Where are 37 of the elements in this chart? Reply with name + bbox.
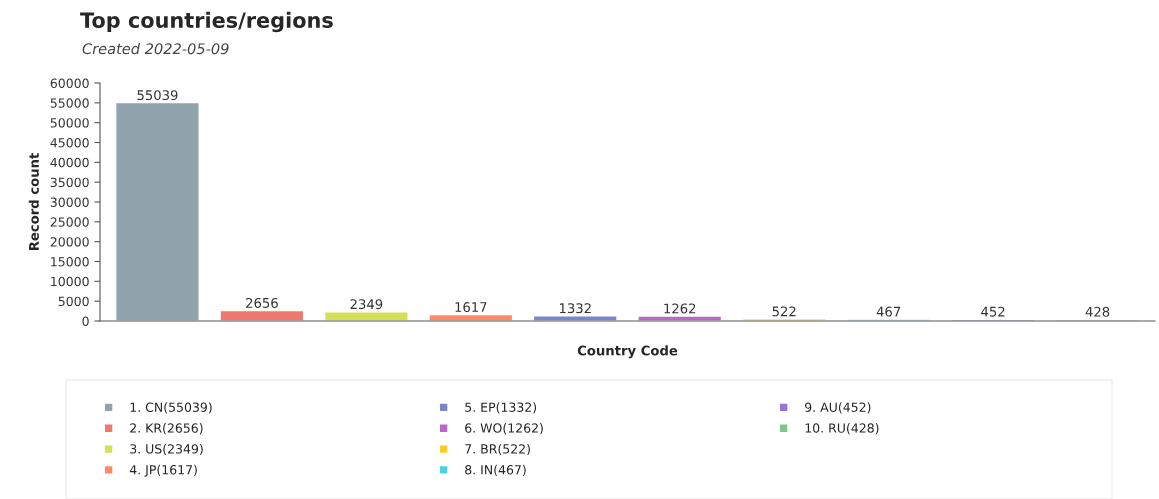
data-label: 452 — [981, 306, 1005, 317]
data-label: 522 — [772, 306, 796, 317]
legend-label: 2. KR(2656) — [130, 423, 203, 435]
y-tick-label: 25000 — [50, 217, 89, 227]
legend-label: 10. RU(428) — [805, 423, 879, 435]
y-tick-label: 45000 — [50, 137, 89, 148]
legend-label: 4. JP(1617) — [129, 464, 197, 477]
data-label: 55039 — [137, 90, 178, 101]
chart-title: Top countries/regions — [80, 11, 333, 33]
y-tick-label: 20000 — [50, 237, 89, 247]
y-tick-label: 35000 — [50, 177, 89, 188]
y-tick-label: 50000 — [50, 118, 89, 128]
data-label: 1332 — [559, 303, 591, 314]
y-tick-label: 55000 — [50, 98, 89, 108]
legend-label: 8. IN(467) — [465, 464, 526, 476]
legend-label: 6. WO(1262) — [465, 423, 543, 435]
legend-label: 9. AU(452) — [805, 402, 871, 414]
x-axis-title: Country Code — [577, 345, 678, 359]
y-axis-title: Record count — [28, 153, 39, 251]
y-tick-label: 0 — [82, 316, 89, 326]
y-tick-label: 5000 — [58, 296, 89, 307]
data-label: 428 — [1085, 306, 1110, 317]
chart-subtitle: Created 2022-05-09 — [82, 42, 229, 55]
y-tick-label: 30000 — [50, 197, 89, 207]
data-label: 2349 — [350, 299, 383, 310]
data-label: 467 — [876, 306, 901, 317]
legend-label: 1. CN(55039) — [130, 402, 212, 414]
data-label: 1617 — [455, 302, 487, 313]
legend-label: 5. EP(1332) — [465, 402, 537, 414]
data-label: 2656 — [246, 297, 278, 308]
y-tick-label: 10000 — [51, 276, 89, 287]
y-tick-label: 60000 — [50, 78, 89, 88]
legend-label: 7. BR(522) — [465, 443, 530, 456]
y-tick-label: 40000 — [50, 157, 89, 168]
legend-label: 3. US(2349) — [130, 443, 203, 456]
data-label: 1262 — [664, 303, 696, 314]
y-tick-label: 15000 — [51, 256, 89, 267]
